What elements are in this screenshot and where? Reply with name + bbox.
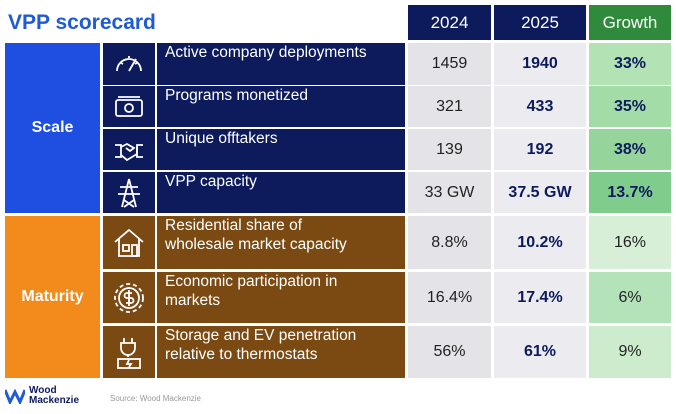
growth: 33%: [589, 43, 671, 85]
value-2024: 139: [408, 129, 491, 170]
icon: [114, 228, 144, 257]
icon: [115, 142, 143, 161]
icon-cell: [103, 86, 155, 127]
metric-line: Economic participation in: [165, 273, 338, 290]
value-2024: 1459: [408, 43, 491, 85]
value-2025: 37.5 GW: [494, 172, 586, 213]
metric-line: wholesale market capacity: [165, 236, 347, 253]
growth: 35%: [589, 86, 671, 127]
metric-line: markets: [165, 292, 221, 309]
value-2024: 8.8%: [408, 216, 491, 269]
value-2024: 16.4%: [408, 272, 491, 323]
icon: [116, 56, 142, 72]
icon: [118, 178, 140, 208]
value-2025: 1940: [494, 43, 586, 85]
metric-line: Unique offtakers: [165, 130, 278, 147]
metric-line: Active company deployments: [165, 44, 367, 61]
value-2024: 33 GW: [408, 172, 491, 213]
logo-mark: [5, 388, 25, 404]
metric-line: VPP capacity: [165, 173, 257, 190]
column-header: Growth: [589, 5, 671, 40]
logo: Wood Mackenzie: [5, 385, 79, 407]
logo-text: Mackenzie: [29, 395, 80, 406]
growth: 16%: [589, 216, 671, 269]
icon: [115, 95, 143, 117]
metric-label: Programs monetized: [157, 86, 405, 127]
source: Source: Wood Mackenzie: [110, 393, 202, 403]
logo-text: Wood: [29, 385, 57, 396]
metric-label: Storage and EV penetration relative to th…: [157, 326, 405, 378]
growth: 9%: [589, 326, 671, 378]
value-2025: 433: [494, 86, 586, 127]
metric-label: VPP capacity: [157, 172, 405, 213]
value-2025: 192: [494, 129, 586, 170]
icon-cell: [103, 129, 155, 170]
value-2025: 61%: [494, 326, 586, 378]
metric-line: relative to thermostats: [165, 346, 318, 363]
growth: 13.7%: [589, 172, 671, 213]
icon-cell: [103, 272, 155, 323]
icon: [114, 282, 144, 313]
metric-label: Unique offtakers: [157, 129, 405, 170]
group-label: Maturity: [5, 216, 100, 378]
icon-cell: [103, 43, 155, 85]
growth: 38%: [589, 129, 671, 170]
value-2024: 321: [408, 86, 491, 127]
metric-label: Residential share of wholesale market cap…: [157, 216, 405, 269]
metric-line: Residential share of: [165, 217, 302, 234]
growth: 6%: [589, 272, 671, 323]
icon-cell: [103, 326, 155, 378]
icon-cell: [103, 216, 155, 269]
value-2025: 10.2%: [494, 216, 586, 269]
value-2025: 17.4%: [494, 272, 586, 323]
column-header: 2024: [408, 5, 491, 40]
metric-line: Storage and EV penetration: [165, 327, 357, 344]
value-2024: 56%: [408, 326, 491, 378]
metric-label: Economic participation in markets: [157, 272, 405, 323]
icon-cell: [103, 172, 155, 213]
group-label: Scale: [5, 43, 100, 213]
column-header: 2025: [494, 5, 586, 40]
icon: [117, 338, 141, 369]
metric-label: Active company deployments: [157, 43, 405, 85]
title: VPP scorecard: [8, 10, 156, 34]
metric-line: Programs monetized: [165, 87, 309, 104]
